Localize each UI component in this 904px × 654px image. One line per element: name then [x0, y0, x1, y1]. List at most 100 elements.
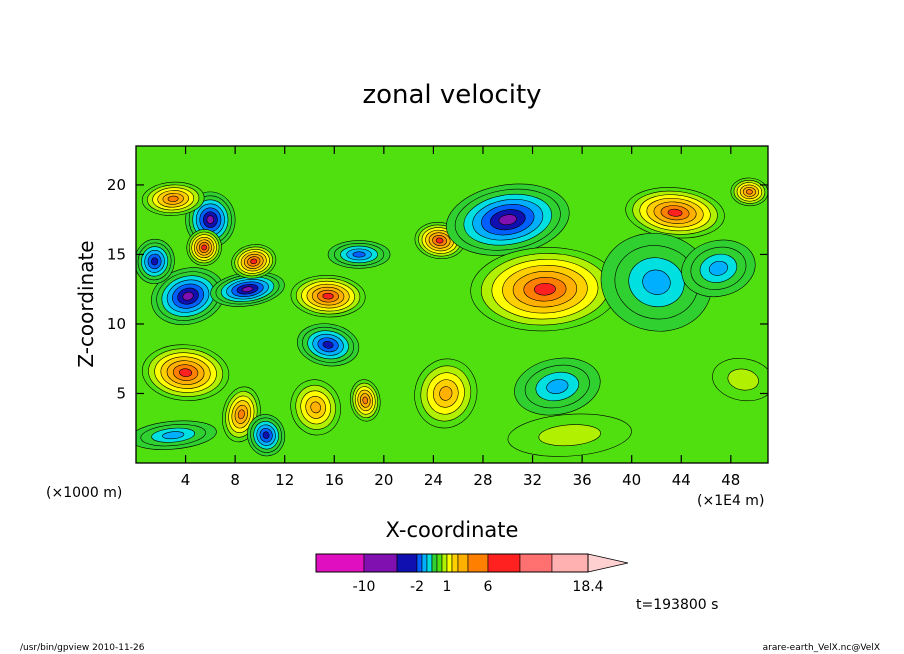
x-tick-label: 32: [523, 471, 542, 489]
colorbar-tick-label: -2: [410, 579, 424, 595]
contour-blob: [210, 271, 285, 307]
contour-blob: [446, 183, 570, 256]
contour-level: [150, 257, 159, 266]
contour-level: [362, 396, 369, 405]
colorbar-tick-label: 18.4: [572, 579, 603, 595]
contour-blob: [136, 420, 217, 450]
contour-level: [352, 251, 366, 258]
contour-level: [642, 269, 671, 295]
contour-blob: [712, 358, 768, 402]
x-tick-label: 12: [275, 471, 294, 489]
colorbar-frame: [315, 553, 589, 573]
x-tick-label: 48: [721, 471, 740, 489]
x-axis-unit: (×1E4 m): [697, 493, 764, 509]
contour-level: [534, 282, 556, 296]
contour-blob: [349, 379, 381, 422]
x-tick-label: 36: [573, 471, 592, 489]
contour-blob: [136, 238, 175, 284]
colorbar-tick-label: 1: [443, 579, 452, 595]
contour-level: [498, 214, 517, 226]
colorbar-tick-label: 6: [484, 579, 493, 595]
y-axis: 5 10 15 20: [107, 176, 768, 402]
x-axis-label: X-coordinate: [386, 518, 519, 542]
colorbar-segment: [519, 553, 553, 573]
colorbar-arrow: [587, 553, 629, 573]
contour-level: [182, 291, 194, 301]
contour-blob: [297, 323, 360, 367]
contour-level: [310, 401, 321, 414]
colorbar-segment: [441, 553, 448, 573]
contour-level: [667, 208, 683, 217]
colorbar-segment: [446, 553, 453, 573]
contour-blob: [470, 247, 620, 332]
contour-blob: [600, 232, 713, 332]
y-tick-label: 15: [107, 245, 126, 263]
contour-level: [322, 292, 334, 300]
colorbar-segment: [363, 553, 398, 573]
contour-blob: [507, 413, 632, 457]
time-label: t=193800 s: [636, 597, 718, 613]
x-tick-label: 40: [622, 471, 641, 489]
colorbar-segment: [421, 553, 428, 573]
plot-frame: [135, 145, 769, 464]
y-axis-label: Z-coordinate: [74, 240, 98, 367]
x-tick-label: 44: [672, 471, 691, 489]
x-tick-label: 20: [374, 471, 393, 489]
contour-blob: [514, 357, 601, 416]
contour-level: [708, 260, 728, 276]
contour-field: [136, 177, 768, 457]
contour-level: [538, 424, 601, 447]
x-tick-label: 4: [181, 471, 191, 489]
x-tick-label: 16: [325, 471, 344, 489]
colorbar-tick-label: -10: [353, 579, 376, 595]
contour-blob: [141, 344, 230, 401]
contour-level: [179, 368, 193, 377]
contour-blob: [681, 239, 756, 298]
contour-level: [201, 244, 207, 251]
footer-left: /usr/bin/gpview 2010-11-26: [20, 643, 145, 653]
colorbar-segment: [431, 553, 438, 573]
contour-blob: [290, 379, 341, 436]
colorbar-segment: [396, 553, 418, 573]
contour-blob: [186, 229, 222, 266]
x-tick-label: 24: [424, 471, 443, 489]
x-axis: 4 8 12 16 20 24 28 32 36 40 44 48: [181, 146, 740, 489]
contour-blob: [327, 240, 391, 269]
x-tick-label: 8: [230, 471, 240, 489]
colorbar-segment: [457, 553, 469, 573]
colorbar: [315, 553, 629, 573]
colorbar-segment: [416, 553, 423, 573]
contour-level: [322, 340, 334, 349]
colorbar-segment: [487, 553, 521, 573]
contour-level: [241, 286, 254, 292]
footer-right: arare-earth_VelX.nc@VelX: [763, 643, 880, 653]
contour-level: [237, 409, 245, 420]
y-tick-label: 20: [107, 176, 126, 194]
contour-level: [206, 215, 215, 224]
contour-blob: [231, 244, 277, 279]
colorbar-segment: [467, 553, 489, 573]
colorbar-segment: [426, 553, 433, 573]
contour-blob: [151, 267, 225, 325]
contour-blob: [290, 274, 366, 318]
contour-level: [262, 431, 270, 439]
contour-level: [435, 237, 444, 244]
contour-blob: [141, 181, 205, 216]
contour-level: [439, 386, 453, 401]
contour-level: [162, 431, 185, 440]
plot-area: [136, 146, 768, 463]
contour-blob: [414, 358, 478, 429]
contour-level: [250, 258, 258, 265]
contour-level: [167, 195, 179, 202]
y-axis-unit: (×1000 m): [46, 485, 122, 501]
contour-blob: [625, 187, 725, 239]
colorbar-segment: [315, 553, 365, 573]
contour-level: [746, 189, 753, 195]
y-tick-label: 10: [107, 315, 126, 333]
contour-level: [727, 368, 759, 391]
colorbar-segment: [451, 553, 459, 573]
contour-blob: [247, 414, 286, 457]
colorbar-segment: [436, 553, 443, 573]
colorbar-tick-labels: -10 -2 1 6 18.4: [353, 579, 604, 595]
